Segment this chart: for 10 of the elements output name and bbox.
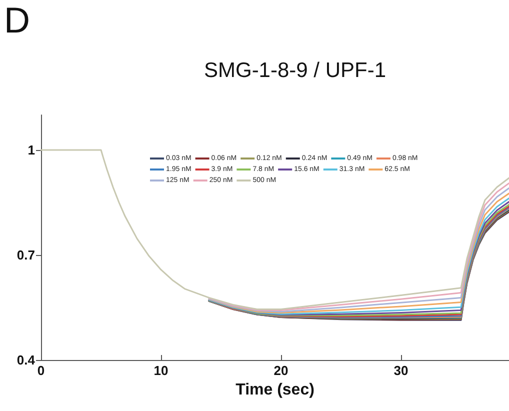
text: D	[4, 0, 30, 40]
x-tick-label: 10	[154, 363, 168, 378]
x-axis-title: Time (sec)	[236, 381, 314, 398]
y-tick-label: 1	[28, 142, 35, 158]
x-tick-label: 20	[274, 363, 288, 378]
y-tick-label: 0.4	[16, 352, 36, 368]
x-tick-label: 30	[394, 363, 408, 378]
y-tick-label: 0.7	[16, 248, 35, 262]
chart-title: SMG-1-8-9 / UPF-1	[204, 59, 386, 82]
x-tick-label: 0	[37, 363, 45, 378]
